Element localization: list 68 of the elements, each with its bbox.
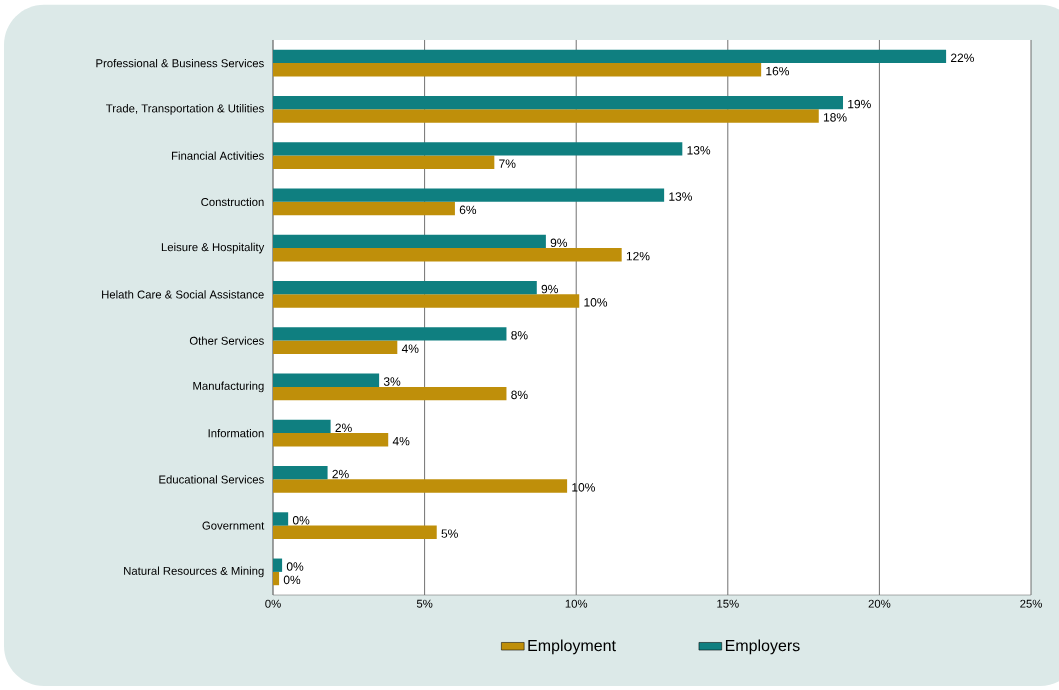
data-label: 8%	[511, 331, 528, 340]
bar	[273, 419, 331, 434]
bar	[273, 49, 947, 64]
bar	[273, 373, 380, 387]
legend-label: Employers	[725, 639, 800, 655]
bar	[273, 512, 289, 526]
bar	[273, 142, 683, 156]
y-tick-label: Financial Activities	[172, 151, 264, 160]
data-label: 2%	[335, 423, 352, 433]
bar	[273, 234, 546, 249]
bar	[273, 63, 762, 77]
bar	[273, 525, 437, 539]
data-label: 5%	[441, 529, 458, 538]
y-tick-label: Trade, Transportation & Utilities	[106, 104, 264, 115]
bar	[273, 466, 328, 480]
bar	[273, 294, 580, 308]
data-label: 10%	[572, 483, 595, 492]
data-label: 8%	[511, 390, 528, 400]
x-tick-label: 25%	[1020, 599, 1042, 608]
bar	[273, 327, 507, 341]
x-tick-label: 0%	[265, 599, 281, 608]
x-tick-label: 10%	[565, 599, 588, 608]
data-label: 7%	[499, 159, 516, 168]
y-tick-label: Educational Services	[159, 475, 264, 484]
data-label: 0%	[286, 562, 304, 571]
bar	[273, 558, 283, 572]
x-tick-label: 5%	[416, 599, 433, 608]
data-label: 6%	[459, 205, 477, 215]
y-tick-label: Government	[202, 521, 265, 530]
data-label: 0%	[292, 516, 310, 525]
bar	[273, 571, 280, 586]
y-tick-label: Professional & Business Services	[96, 58, 264, 68]
data-label: 13%	[687, 146, 711, 155]
bar	[273, 96, 844, 110]
y-tick-label: Construction	[201, 197, 264, 207]
y-tick-label: Helath Care & Social Assistance	[102, 290, 264, 299]
bar	[273, 479, 568, 493]
y-tick-label: Leisure & Hospitality	[161, 242, 265, 254]
x-tick-label: 15%	[717, 599, 739, 608]
bar	[273, 248, 622, 262]
data-label: 13%	[669, 192, 692, 201]
y-tick-label: Information	[208, 428, 264, 438]
bar	[273, 109, 819, 123]
data-label: 19%	[848, 99, 871, 109]
data-label: 16%	[766, 66, 790, 76]
data-label: 9%	[541, 284, 558, 294]
y-tick-label: Other Services	[189, 336, 264, 345]
y-tick-label: Manufacturing	[193, 381, 264, 393]
bar	[273, 281, 537, 295]
y-tick-label: Natural Resources & Mining	[124, 566, 264, 578]
data-label: 0%	[283, 575, 301, 585]
x-tick-label: 20%	[868, 599, 891, 608]
data-label: 12%	[626, 251, 650, 261]
bar	[273, 201, 455, 216]
data-label: 4%	[392, 436, 410, 446]
bar	[273, 155, 495, 169]
data-label: 2%	[332, 469, 349, 479]
data-label: 9%	[550, 238, 568, 248]
data-label: 3%	[383, 377, 401, 386]
data-label: 10%	[584, 298, 608, 307]
bar	[273, 340, 398, 354]
bar	[273, 188, 665, 202]
bar	[273, 433, 389, 447]
data-label: 4%	[401, 344, 419, 353]
data-label: 18%	[823, 113, 847, 122]
legend-label: Employment	[528, 639, 616, 655]
data-label: 22%	[950, 53, 974, 62]
bar	[273, 386, 507, 401]
